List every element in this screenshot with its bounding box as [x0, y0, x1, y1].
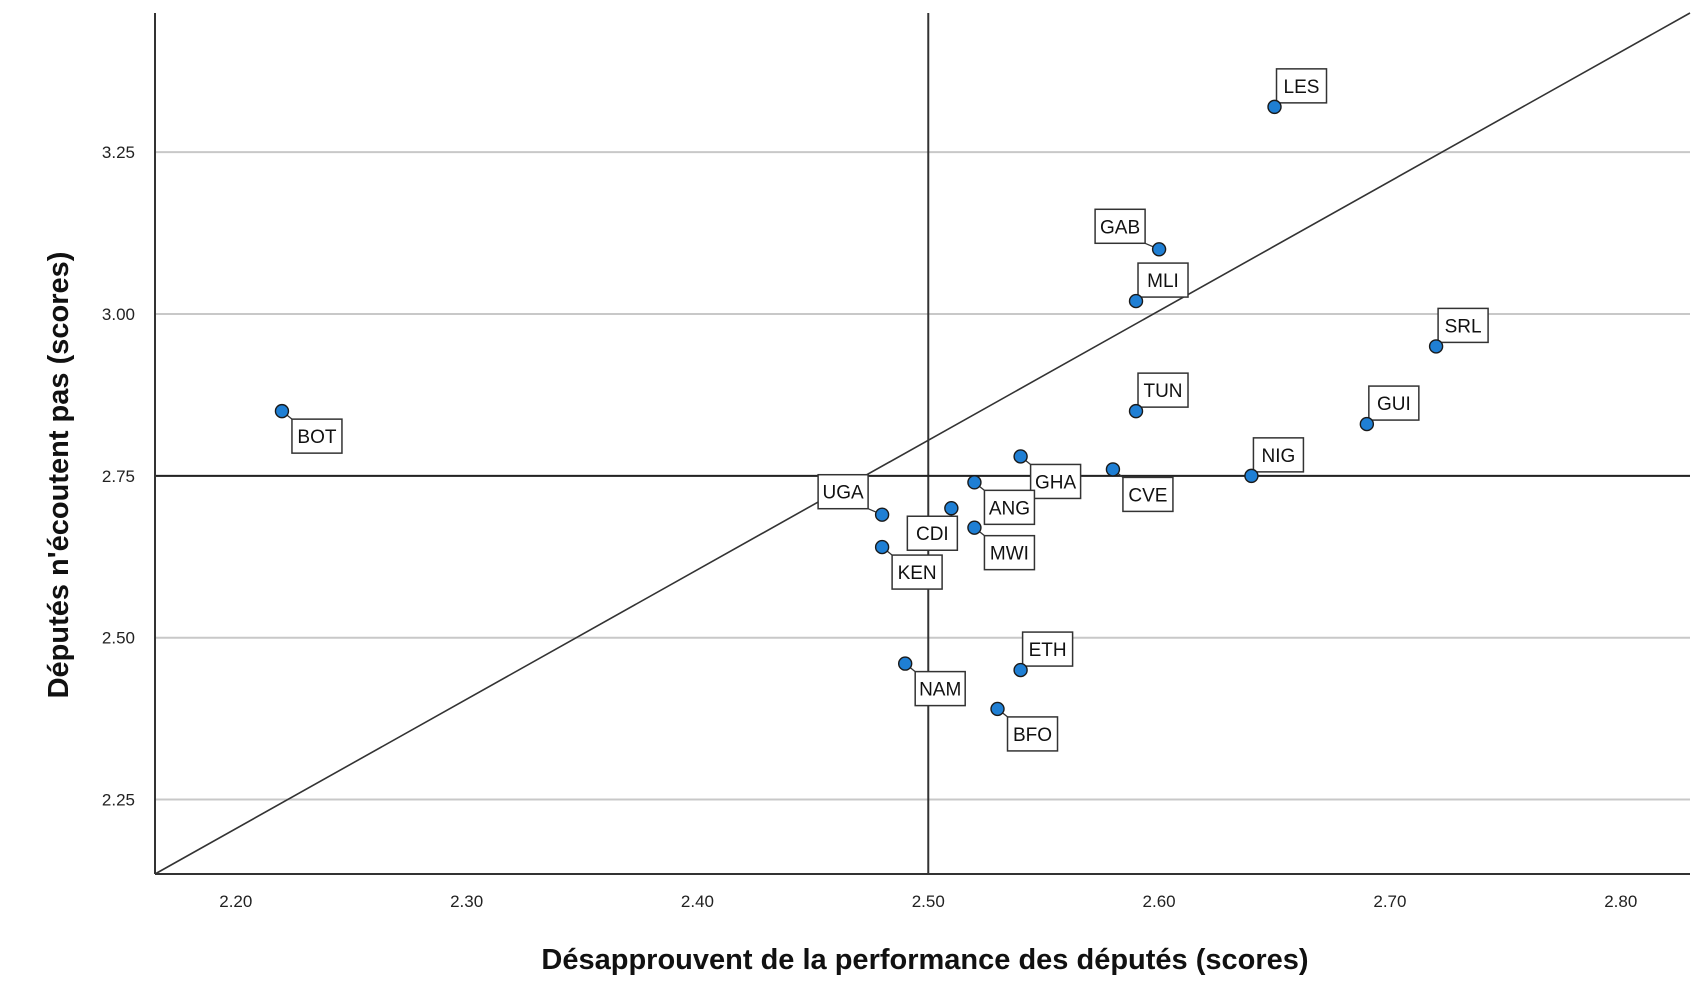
data-point: BFO [990, 701, 1059, 752]
x-tick-label: 2.50 [912, 892, 945, 911]
point-label: UGA [823, 483, 865, 504]
point-label: ETH [1029, 640, 1067, 661]
point-label: MLI [1147, 271, 1179, 292]
x-axis-title: Désapprouvent de la performance des dépu… [541, 944, 1308, 976]
point-label-box [1275, 68, 1328, 104]
point-label: GHA [1035, 472, 1077, 493]
point-label: NIG [1262, 446, 1296, 467]
point-marker [874, 539, 890, 555]
data-points: LES GAB MLI SRL TUN GUI BOT NIG GHA CVE UGA ANG CDI M… [274, 68, 1489, 752]
data-point: MWI [967, 520, 1036, 571]
point-label: ANG [989, 498, 1030, 519]
point-label-box [1252, 437, 1305, 473]
axes [154, 13, 1690, 875]
point-label-box [817, 473, 869, 510]
data-point: UGA [817, 473, 890, 522]
data-point: NAM [897, 656, 966, 707]
data-point: BOT [274, 403, 343, 454]
point-marker [1013, 449, 1028, 464]
point-marker [1359, 416, 1375, 432]
point-label: LES [1284, 77, 1320, 98]
point-label: GUI [1377, 394, 1411, 415]
point-marker [1105, 462, 1121, 477]
data-point: CVE [1105, 462, 1174, 513]
point-label: CVE [1128, 485, 1167, 506]
point-label-box [891, 554, 943, 590]
point-marker [897, 656, 913, 671]
x-tick-label: 2.20 [219, 892, 252, 911]
x-tick-label: 2.70 [1373, 892, 1406, 911]
point-label: MWI [990, 544, 1029, 565]
point-label-box [1137, 372, 1189, 408]
y-tick-label: 2.25 [102, 791, 135, 810]
data-point: NIG [1244, 437, 1305, 484]
point-marker [1428, 339, 1444, 354]
point-label: BFO [1013, 725, 1052, 746]
x-tick-label: 2.30 [450, 892, 483, 911]
point-marker [874, 507, 890, 522]
data-point: GHA [1013, 449, 1082, 500]
x-tick-label: 2.60 [1143, 892, 1176, 911]
data-point: SRL [1428, 307, 1489, 354]
point-label: GAB [1100, 217, 1140, 238]
data-point: LES [1267, 68, 1328, 115]
reference-lines [154, 12, 1691, 875]
data-point: MLI [1128, 262, 1189, 309]
data-point: CDI [906, 501, 959, 551]
x-tick-label: 2.40 [681, 892, 714, 911]
point-marker [1128, 403, 1144, 419]
point-marker [1151, 242, 1167, 257]
point-label-box [1094, 208, 1146, 245]
data-point: ANG [967, 475, 1036, 526]
point-marker [1128, 293, 1144, 309]
point-marker [274, 403, 290, 419]
point-marker [1267, 99, 1282, 115]
point-label-box [1437, 307, 1489, 344]
point-marker [1244, 468, 1259, 484]
point-label: TUN [1143, 381, 1182, 402]
point-marker [1013, 662, 1028, 678]
data-point: GUI [1359, 385, 1420, 432]
data-point: ETH [1013, 631, 1074, 678]
point-label: CDI [916, 524, 949, 545]
point-label-box [983, 534, 1036, 571]
point-label-box [1021, 631, 1074, 667]
point-label-box [906, 515, 959, 551]
y-axis-title: Députés n'écoutent pas (scores) [43, 252, 75, 699]
point-marker [967, 520, 982, 535]
point-label-box [983, 489, 1036, 526]
point-label-box [1122, 476, 1174, 513]
point-label: SRL [1445, 316, 1482, 337]
x-tick-label: 2.80 [1604, 892, 1637, 911]
point-label-box [291, 418, 343, 454]
point-label-box [914, 670, 966, 707]
data-point: GAB [1094, 208, 1167, 257]
point-label: NAM [919, 680, 961, 701]
point-marker [967, 475, 982, 490]
point-marker [990, 701, 1005, 717]
data-point: TUN [1128, 372, 1189, 419]
data-point: KEN [874, 539, 943, 590]
point-label-box [1029, 463, 1082, 500]
y-tick-label: 2.75 [102, 467, 135, 486]
point-label-box [1137, 262, 1189, 298]
point-marker [944, 501, 959, 516]
point-label-box [1368, 385, 1420, 421]
point-label: KEN [898, 563, 937, 584]
y-tick-label: 3.25 [102, 143, 135, 162]
point-label: BOT [297, 427, 336, 448]
point-label-box [1006, 716, 1059, 752]
tick-labels: 2.25 2.50 2.75 3.00 3.25 2.20 2.30 2.40 2.50 2.60… [102, 143, 1637, 911]
y-tick-label: 3.00 [102, 305, 135, 324]
y-tick-label: 2.50 [102, 629, 135, 648]
diagonal-line [154, 12, 1691, 875]
